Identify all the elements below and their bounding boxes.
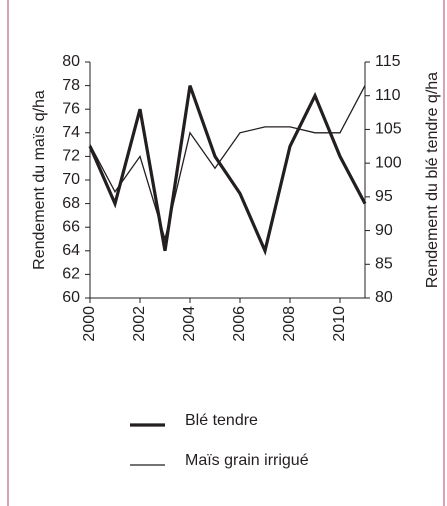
y2-tick-label: 80 [375,289,393,306]
x-tick-label: 2006 [231,306,248,342]
y2-tick-label: 100 [375,154,402,171]
y-tick-label: 68 [62,195,80,212]
x-tick-label: 2004 [181,306,198,342]
y2-tick-label: 95 [375,188,393,205]
y-tick-label: 66 [62,218,80,235]
y2-tick-label: 85 [375,256,393,273]
frame [7,0,445,506]
y-tick-label: 80 [62,53,80,70]
x-tick-label: 2000 [81,306,98,342]
y-tick-label: 70 [62,171,80,188]
y-tick-label: 74 [62,124,80,141]
y-tick-label: 60 [62,289,80,306]
y-axis-label: Rendement du maïs q/ha [31,90,48,270]
y2-axis-label: Rendement du blé tendre q/ha [424,72,441,288]
x-tick-label: 2010 [331,306,348,342]
y-tick-label: 76 [62,100,80,117]
y-tick-label: 64 [62,242,80,259]
y2-tick-label: 90 [375,222,393,239]
y2-tick-label: 110 [375,87,401,104]
y2-tick-label: 105 [375,121,402,138]
y2-tick-label: 115 [375,53,401,70]
y-tick-label: 62 [62,266,80,283]
y-tick-label: 72 [62,148,80,165]
data-line [89,85,366,242]
legend-label: Maïs grain irrigué [185,452,309,469]
legend-label: Blé tendre [185,412,258,429]
data-line [88,85,367,256]
y-tick-label: 78 [62,77,80,94]
x-tick-label: 2008 [281,306,298,342]
x-tick-label: 2002 [131,306,148,342]
